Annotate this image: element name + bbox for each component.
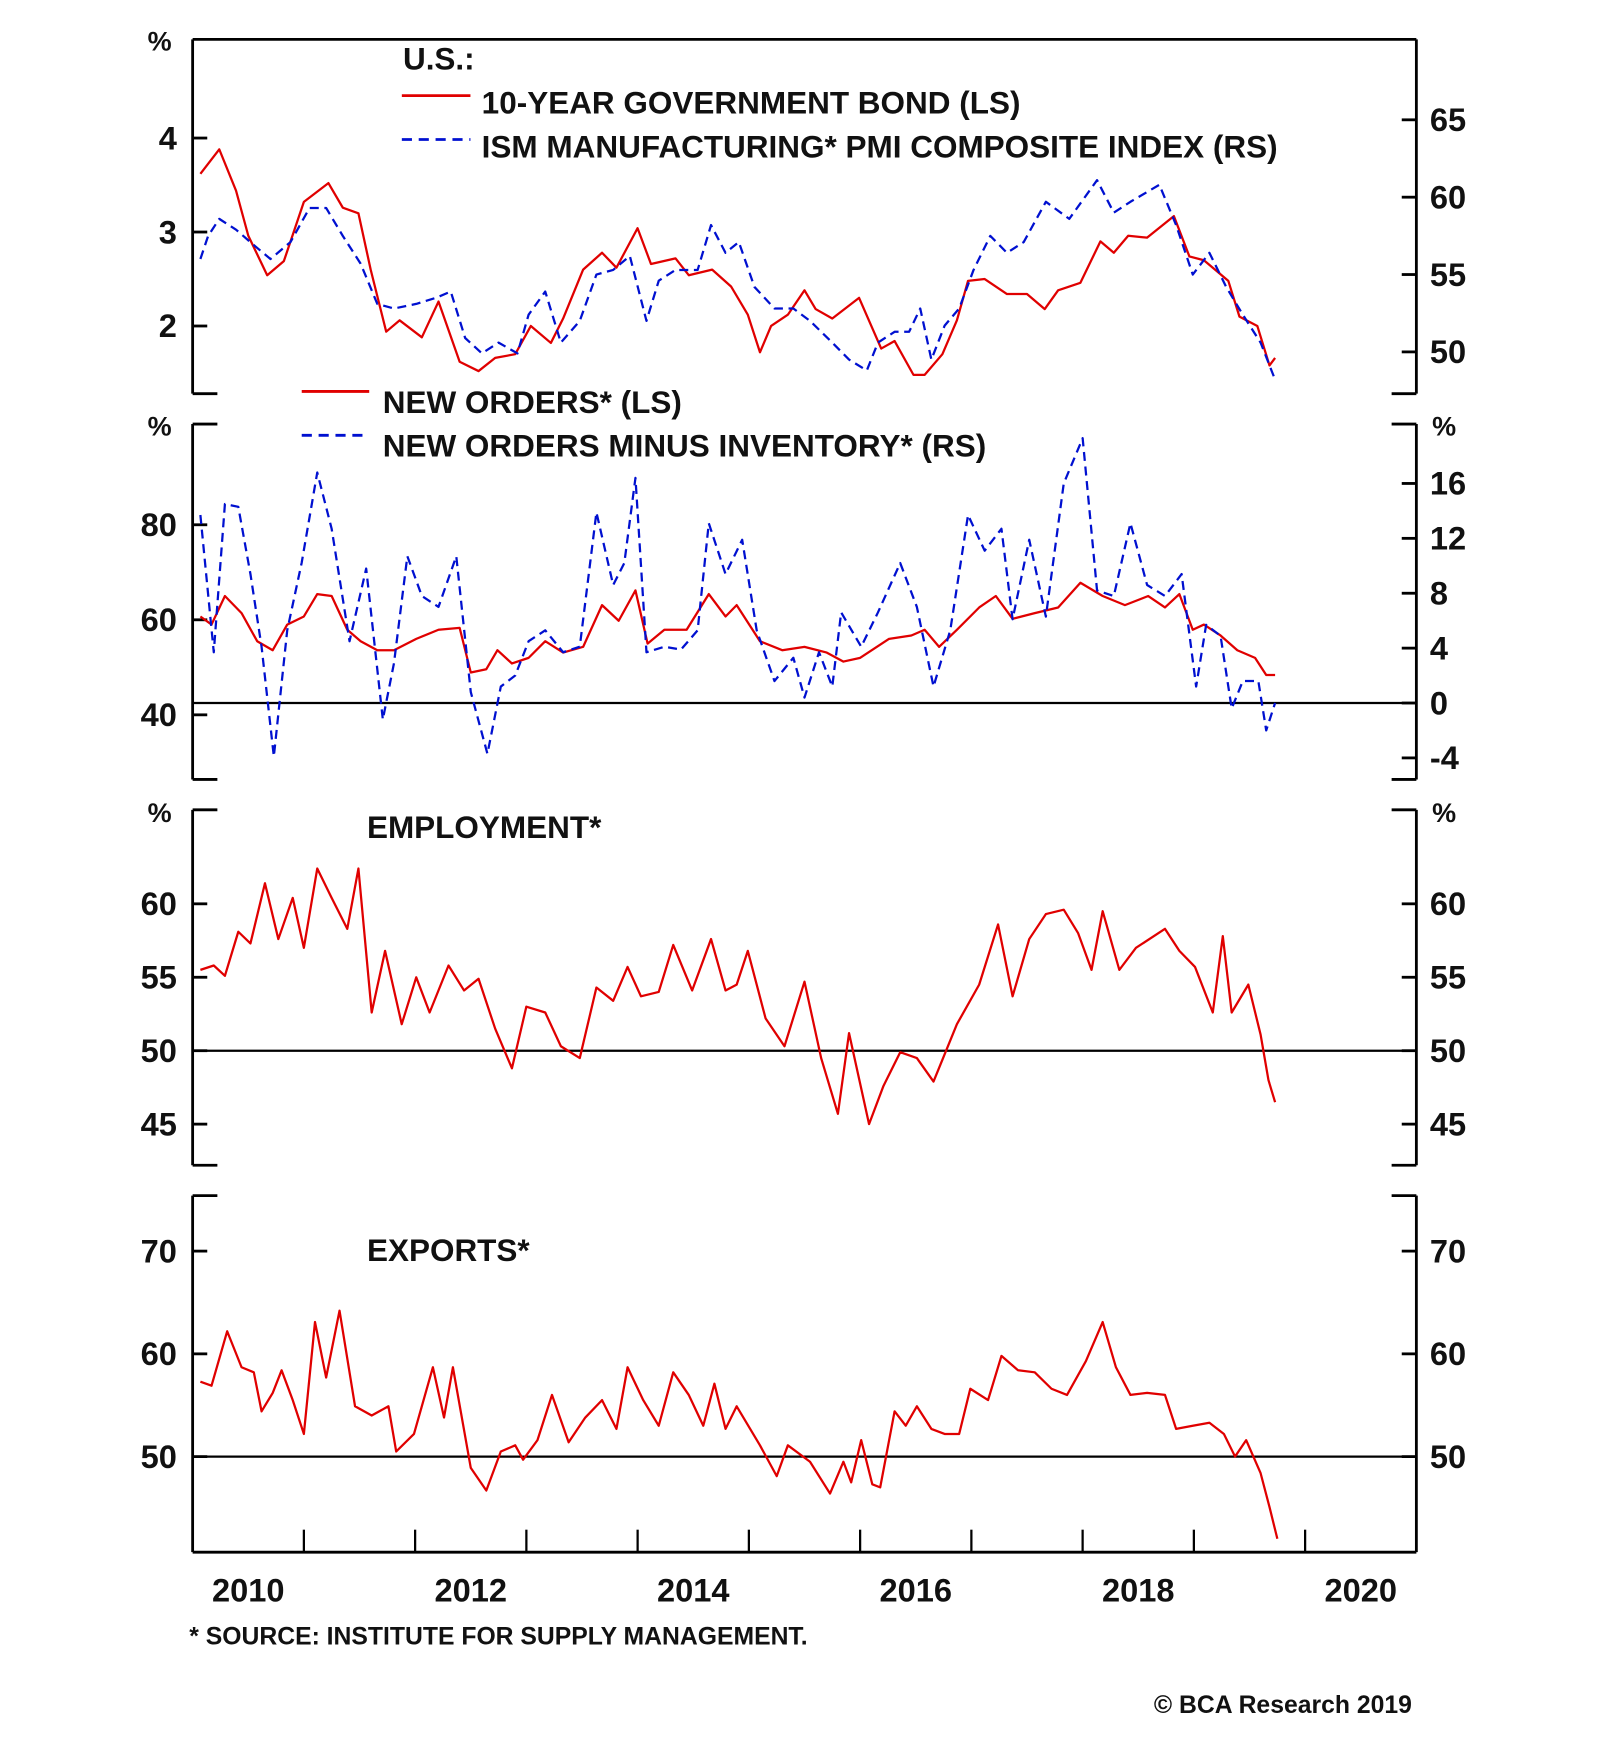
copyright: © BCA Research 2019 xyxy=(1154,1692,1412,1719)
panel4-left-tick-label: 70 xyxy=(141,1232,177,1269)
panel4-right-tick-label: 70 xyxy=(1430,1232,1466,1269)
legend-label-bond: 10-YEAR GOVERNMENT BOND (LS) xyxy=(482,85,1021,121)
panel1-series-1-line xyxy=(199,148,1277,377)
panel2-left-tick-label: 80 xyxy=(141,506,177,543)
panel2-right-unit: % xyxy=(1432,411,1456,441)
panel3-right-unit: % xyxy=(1432,798,1456,828)
panel1-right-tick-label: 60 xyxy=(1430,178,1466,215)
panel2-right-tick-label: 8 xyxy=(1430,574,1448,611)
panel1-right-tick-label: 50 xyxy=(1430,333,1466,370)
panel1-left-tick-label: 3 xyxy=(159,213,177,250)
panel3-left-tick-label: 45 xyxy=(141,1105,177,1142)
panel3-right-tick-label: 60 xyxy=(1430,885,1466,922)
panel3-left-unit: % xyxy=(148,798,172,828)
legend-label-nomi: NEW ORDERS MINUS INVENTORY* (RS) xyxy=(383,428,987,464)
panel4-left-tick-label: 60 xyxy=(141,1335,177,1372)
panel2-left-unit: % xyxy=(148,411,172,441)
panel1-series-2-line xyxy=(199,179,1277,381)
panel2-left-tick-label: 60 xyxy=(141,601,177,638)
panel3-right-tick-label: 55 xyxy=(1430,959,1466,996)
panel4-series-1-line xyxy=(200,1309,1279,1540)
source-footnote: * SOURCE: INSTITUTE FOR SUPPLY MANAGEMEN… xyxy=(189,1623,807,1650)
panel3-left-tick-label: 60 xyxy=(141,885,177,922)
panel2-right-tick-label: -4 xyxy=(1430,739,1459,776)
panel3-series-1-line xyxy=(200,867,1277,1126)
panel1-left-tick-label: 2 xyxy=(159,307,177,344)
panel4-right-tick-label: 50 xyxy=(1430,1438,1466,1475)
panel2-right-tick-label: 4 xyxy=(1430,629,1448,666)
panel4-title: EXPORTS* xyxy=(367,1232,530,1268)
panel1-left-tick-label: 4 xyxy=(159,119,177,156)
legend-label-new-orders: NEW ORDERS* (LS) xyxy=(383,384,682,420)
x-axis-tick-label: 2020 xyxy=(1324,1572,1397,1609)
x-axis-tick-label: 2018 xyxy=(1102,1572,1175,1609)
x-axis-tick-label: 2012 xyxy=(434,1572,507,1609)
legend-label-ism: ISM MANUFACTURING* PMI COMPOSITE INDEX (… xyxy=(482,128,1278,164)
panel1-left-unit: % xyxy=(148,27,172,57)
panel2-right-tick-label: 0 xyxy=(1430,684,1448,721)
panel1-right-tick-label: 55 xyxy=(1430,256,1466,293)
x-axis-tick-label: 2014 xyxy=(657,1572,730,1609)
x-axis-tick-label: 2016 xyxy=(879,1572,952,1609)
panel4-left-tick-label: 50 xyxy=(141,1438,177,1475)
panel2-series-2-line xyxy=(199,437,1277,758)
panel3-right-tick-label: 45 xyxy=(1430,1105,1466,1142)
panel3-left-tick-label: 50 xyxy=(141,1032,177,1069)
panel2-series-1-line xyxy=(199,581,1276,677)
panel3-right-tick-label: 50 xyxy=(1430,1032,1466,1069)
x-axis-tick-label: 2010 xyxy=(212,1572,285,1609)
panel4-right-tick-label: 60 xyxy=(1430,1335,1466,1372)
panel3-left-tick-label: 55 xyxy=(141,959,177,996)
panel1-title: U.S.: xyxy=(403,41,475,77)
panel2-right-tick-label: 16 xyxy=(1430,465,1466,502)
panel2-right-tick-label: 12 xyxy=(1430,520,1466,557)
panel1-right-tick-label: 65 xyxy=(1430,101,1466,138)
panel2-left-tick-label: 40 xyxy=(141,696,177,733)
panel3-title: EMPLOYMENT* xyxy=(367,809,602,845)
